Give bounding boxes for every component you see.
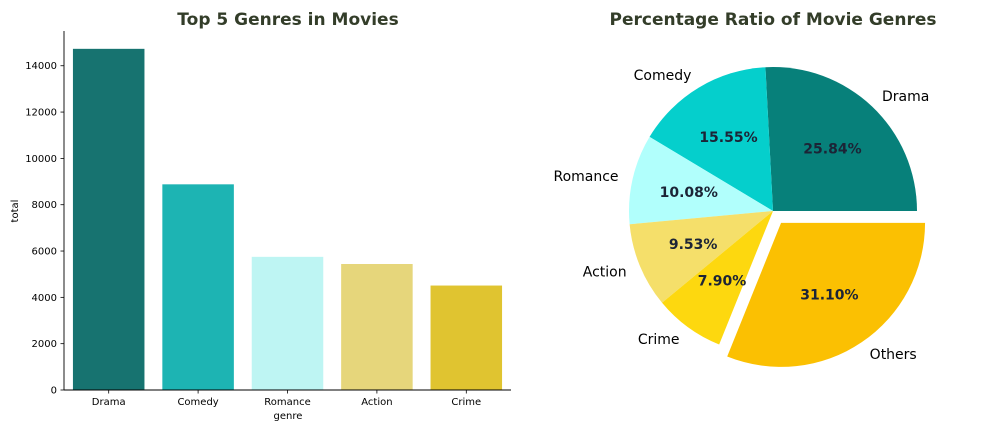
x-tick-label: Comedy (177, 397, 218, 408)
pie-slices (628, 66, 926, 367)
x-tick-label: Crime (451, 397, 481, 408)
pie-label-romance: Romance (553, 169, 618, 185)
pie-label-crime: Crime (638, 332, 680, 348)
y-tick-label: 12000 (25, 108, 57, 119)
pie-pct-action: 9.53% (669, 237, 718, 253)
pie-slice-action (629, 211, 773, 303)
pie-slice-comedy (649, 67, 773, 211)
bar-action (341, 264, 413, 390)
bars (72, 48, 503, 390)
pie-label-others: Others (870, 347, 917, 363)
y-axis-ticks: 0 2000 4000 6000 8000 10000 12000 14000 (25, 61, 64, 397)
pie-pct-drama: 25.84% (803, 141, 861, 157)
pie-pct-others: 31.10% (800, 288, 858, 304)
y-tick-label: 2000 (32, 339, 57, 350)
pie-pct-comedy: 15.55% (699, 130, 757, 146)
pie-label-comedy: Comedy (634, 68, 692, 84)
y-tick-label: 14000 (25, 61, 57, 72)
x-axis-label: genre (274, 411, 303, 422)
pie-slice-crime (662, 211, 773, 345)
pie-chart-title: Percentage Ratio of Movie Genres (610, 10, 937, 30)
x-tick-label: Romance (264, 397, 310, 408)
pie-slice-others (727, 222, 926, 367)
bar-comedy (162, 184, 234, 390)
x-tick-label: Action (361, 397, 392, 408)
x-tick-label: Drama (92, 397, 126, 408)
x-axis-ticks: Drama Comedy Romance Action Crime (92, 390, 481, 408)
y-tick-label: 10000 (25, 154, 57, 165)
pie-slice-romance (628, 136, 773, 225)
bar-crime (430, 285, 503, 390)
pie-label-drama: Drama (882, 89, 929, 105)
bar-drama (72, 48, 145, 390)
y-tick-label: 8000 (32, 200, 57, 211)
y-tick-label: 0 (51, 386, 57, 397)
y-axis-label: total (10, 200, 21, 223)
bar-chart: Top 5 Genres in Movies 0 2000 4000 6000 8000… (10, 10, 511, 422)
pie-pct-romance: 10.08% (660, 185, 718, 201)
pie-pct-crime: 7.90% (698, 274, 747, 290)
pie-labels: Drama 25.84% Comedy 15.55% Romance 10.08% Acti… (553, 68, 929, 363)
y-tick-label: 4000 (32, 293, 57, 304)
y-tick-label: 6000 (32, 247, 57, 258)
pie-label-action: Action (583, 264, 627, 280)
bar-romance (251, 256, 324, 390)
pie-chart: Percentage Ratio of Movie Genres Drama 25… (553, 10, 936, 367)
pie-slice-drama (765, 66, 917, 211)
bar-chart-title: Top 5 Genres in Movies (177, 10, 398, 30)
